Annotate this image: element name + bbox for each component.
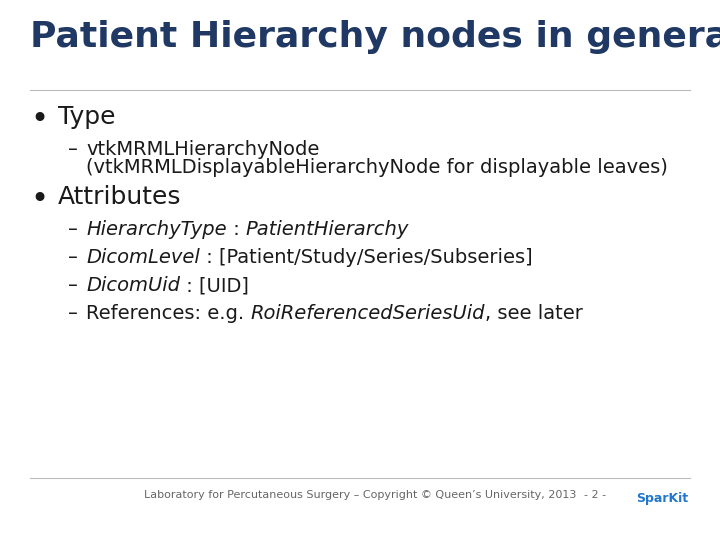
Text: DicomUid: DicomUid [86, 276, 180, 295]
Text: •: • [30, 185, 48, 214]
Text: - 2 -: - 2 - [584, 490, 606, 500]
Text: Patient Hierarchy nodes in general: Patient Hierarchy nodes in general [30, 20, 720, 54]
Text: PatientHierarchy: PatientHierarchy [246, 220, 409, 239]
Text: : [Patient/Study/Series/Subseries]: : [Patient/Study/Series/Subseries] [199, 248, 532, 267]
Text: –: – [68, 276, 78, 295]
Text: Attributes: Attributes [58, 185, 181, 209]
Text: –: – [68, 220, 78, 239]
Text: (vtkMRMLDisplayableHierarchyNode for displayable leaves): (vtkMRMLDisplayableHierarchyNode for dis… [86, 158, 668, 177]
Text: Type: Type [58, 105, 115, 129]
Text: vtkMRMLHierarchyNode: vtkMRMLHierarchyNode [86, 140, 320, 159]
Text: : [UID]: : [UID] [180, 276, 249, 295]
Text: , see later: , see later [485, 304, 582, 323]
Text: HierarchyType: HierarchyType [86, 220, 227, 239]
Text: :: : [227, 220, 246, 239]
Text: –: – [68, 140, 78, 159]
Text: References: e.g.: References: e.g. [86, 304, 251, 323]
Text: DicomLevel: DicomLevel [86, 248, 199, 267]
Text: –: – [68, 248, 78, 267]
Text: Laboratory for Percutaneous Surgery – Copyright © Queen’s University, 2013: Laboratory for Percutaneous Surgery – Co… [144, 490, 576, 500]
Text: RoiReferencedSeriesUid: RoiReferencedSeriesUid [251, 304, 485, 323]
Text: •: • [30, 105, 48, 134]
Text: –: – [68, 304, 78, 323]
Text: SparKit: SparKit [636, 492, 688, 505]
